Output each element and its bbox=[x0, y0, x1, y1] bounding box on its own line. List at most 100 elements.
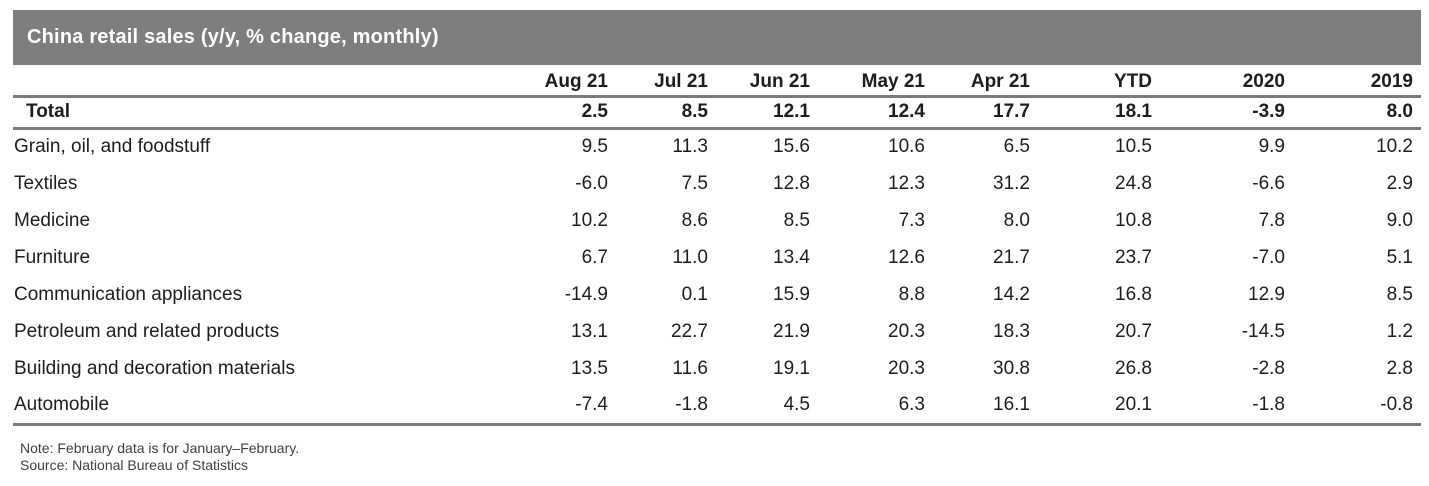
column-header-2019: 2019 bbox=[1285, 69, 1421, 98]
column-header-row: Aug 21 Jul 21 Jun 21 May 21 Apr 21 YTD 2… bbox=[13, 69, 1421, 98]
table-row: Automobile -7.4 -1.8 4.5 6.3 16.1 20.1 -1.8 -0.8 bbox=[13, 387, 1421, 426]
cell-jun-21: 13.4 bbox=[773, 246, 810, 268]
cell-aug-21: 13.1 bbox=[571, 320, 608, 342]
cell-ytd: 24.8 bbox=[1115, 172, 1152, 194]
row-label: Grain, oil, and foodstuff bbox=[14, 136, 211, 158]
table-row: Communication appliances -14.9 0.1 15.9 8.8 1… bbox=[13, 276, 1421, 313]
cell-2020: 9.9 bbox=[1258, 136, 1285, 158]
cell-jun-21: 15.6 bbox=[773, 136, 810, 158]
cell-ytd: 10.5 bbox=[1115, 136, 1152, 158]
cell-ytd: 20.7 bbox=[1115, 320, 1152, 342]
cell-ytd: 26.8 bbox=[1115, 357, 1152, 379]
cell-2020: -2.8 bbox=[1252, 357, 1285, 379]
cell-aug-21: -14.9 bbox=[564, 283, 608, 305]
cell-2019: 8.0 bbox=[1285, 96, 1421, 130]
cell-aug-21: 10.2 bbox=[571, 209, 608, 231]
cell-ytd: 16.8 bbox=[1115, 283, 1152, 305]
cell-aug-21: 9.5 bbox=[581, 136, 608, 158]
cell-apr-21: 8.0 bbox=[1003, 209, 1030, 231]
cell-ytd: 23.7 bbox=[1115, 246, 1152, 268]
column-header-ytd: YTD bbox=[1030, 69, 1152, 98]
cell-may-21: 12.4 bbox=[810, 96, 925, 130]
table-row: Textiles -6.0 7.5 12.8 12.3 31.2 24.8 -6.6 2.9 bbox=[13, 165, 1421, 202]
cell-2019: 8.5 bbox=[1386, 283, 1413, 305]
table-row: Building and decoration materials 13.5 11.… bbox=[13, 350, 1421, 387]
table-row: Grain, oil, and foodstuff 9.5 11.3 15.6 10.6… bbox=[13, 128, 1421, 165]
cell-apr-21: 18.3 bbox=[993, 320, 1030, 342]
total-row: Total 2.5 8.5 12.1 12.4 17.7 18.1 -3.9 8.0 bbox=[13, 96, 1421, 130]
cell-apr-21: 16.1 bbox=[925, 387, 1030, 426]
cell-jun-21: 8.5 bbox=[783, 209, 810, 231]
cell-jun-21: 12.8 bbox=[773, 172, 810, 194]
table-row: Medicine 10.2 8.6 8.5 7.3 8.0 10.8 7.8 9.0 bbox=[13, 202, 1421, 239]
row-label: Furniture bbox=[14, 246, 91, 268]
cell-aug-21: -6.0 bbox=[575, 172, 608, 194]
cell-may-21: 8.8 bbox=[898, 283, 925, 305]
cell-apr-21: 6.5 bbox=[1003, 136, 1030, 158]
cell-apr-21: 21.7 bbox=[993, 246, 1030, 268]
cell-2020: -3.9 bbox=[1152, 96, 1285, 130]
cell-aug-21: 13.5 bbox=[571, 357, 608, 379]
cell-may-21: 20.3 bbox=[888, 357, 925, 379]
table-header: Aug 21 Jul 21 Jun 21 May 21 Apr 21 YTD 2… bbox=[13, 69, 1421, 98]
cell-jun-21: 21.9 bbox=[773, 320, 810, 342]
cell-aug-21: 6.7 bbox=[581, 246, 608, 268]
cell-jul-21: 11.0 bbox=[672, 246, 708, 268]
table-row: Furniture 6.7 11.0 13.4 12.6 21.7 23.7 -7.0 5.1 bbox=[13, 239, 1421, 276]
cell-jul-21: 11.6 bbox=[672, 357, 708, 379]
cell-jun-21: 12.1 bbox=[708, 96, 810, 130]
cell-ytd: 20.1 bbox=[1030, 387, 1152, 426]
cell-aug-21: -7.4 bbox=[508, 387, 608, 426]
cell-jul-21: -1.8 bbox=[608, 387, 708, 426]
cell-may-21: 12.3 bbox=[888, 172, 925, 194]
table-note: Note: February data is for January–Febru… bbox=[20, 440, 300, 456]
table-title: China retail sales (y/y, % change, month… bbox=[27, 26, 439, 48]
row-label: Automobile bbox=[13, 387, 508, 426]
cell-jul-21: 22.7 bbox=[671, 320, 708, 342]
cell-aug-21: 2.5 bbox=[508, 96, 608, 130]
cell-may-21: 12.6 bbox=[888, 246, 925, 268]
cell-jul-21: 7.5 bbox=[681, 172, 708, 194]
cell-2020: 7.8 bbox=[1258, 209, 1285, 231]
cell-jun-21: 19.1 bbox=[773, 357, 810, 379]
column-header-2020: 2020 bbox=[1152, 69, 1285, 98]
table-source: Source: National Bureau of Statistics bbox=[20, 457, 249, 473]
row-label: Communication appliances bbox=[14, 283, 243, 305]
table-row: Petroleum and related products 13.1 22.7 21… bbox=[13, 313, 1421, 350]
cell-2019: 2.8 bbox=[1386, 357, 1413, 379]
cell-apr-21: 31.2 bbox=[993, 172, 1030, 194]
row-label: Medicine bbox=[14, 209, 91, 231]
cell-may-21: 6.3 bbox=[810, 387, 925, 426]
cell-jul-21: 8.5 bbox=[608, 96, 708, 130]
cell-2019: 1.2 bbox=[1386, 320, 1413, 342]
column-header-jul-21: Jul 21 bbox=[608, 69, 708, 98]
cell-jun-21: 15.9 bbox=[773, 283, 810, 305]
cell-may-21: 10.6 bbox=[888, 136, 925, 158]
cell-2020: -1.8 bbox=[1152, 387, 1285, 426]
cell-jul-21: 0.1 bbox=[681, 283, 708, 305]
row-label: Building and decoration materials bbox=[14, 357, 295, 379]
column-header-aug-21: Aug 21 bbox=[508, 69, 608, 98]
cell-apr-21: 14.2 bbox=[993, 283, 1030, 305]
column-header-may-21: May 21 bbox=[810, 69, 925, 98]
cell-2020: -7.0 bbox=[1252, 246, 1285, 268]
row-label: Total bbox=[13, 96, 508, 130]
corner-cell bbox=[13, 69, 508, 98]
cell-may-21: 7.3 bbox=[898, 209, 925, 231]
row-label: Petroleum and related products bbox=[14, 320, 280, 342]
table-body: Total 2.5 8.5 12.1 12.4 17.7 18.1 -3.9 8.0 Grain,… bbox=[13, 96, 1421, 426]
cell-ytd: 10.8 bbox=[1115, 209, 1152, 231]
cell-jun-21: 4.5 bbox=[708, 387, 810, 426]
cell-apr-21: 30.8 bbox=[993, 357, 1030, 379]
column-header-jun-21: Jun 21 bbox=[708, 69, 810, 98]
retail-sales-table: Aug 21 Jul 21 Jun 21 May 21 Apr 21 YTD 2… bbox=[13, 69, 1421, 426]
cell-2020: 12.9 bbox=[1248, 283, 1285, 305]
table-title-bar: China retail sales (y/y, % change, month… bbox=[13, 10, 1421, 65]
cell-2019: 10.2 bbox=[1376, 136, 1413, 158]
cell-jul-21: 8.6 bbox=[681, 209, 708, 231]
table-footnotes: Note: February data is for January–Febru… bbox=[20, 440, 299, 474]
cell-jul-21: 11.3 bbox=[672, 136, 708, 158]
cell-2019: 2.9 bbox=[1386, 172, 1413, 194]
cell-ytd: 18.1 bbox=[1030, 96, 1152, 130]
